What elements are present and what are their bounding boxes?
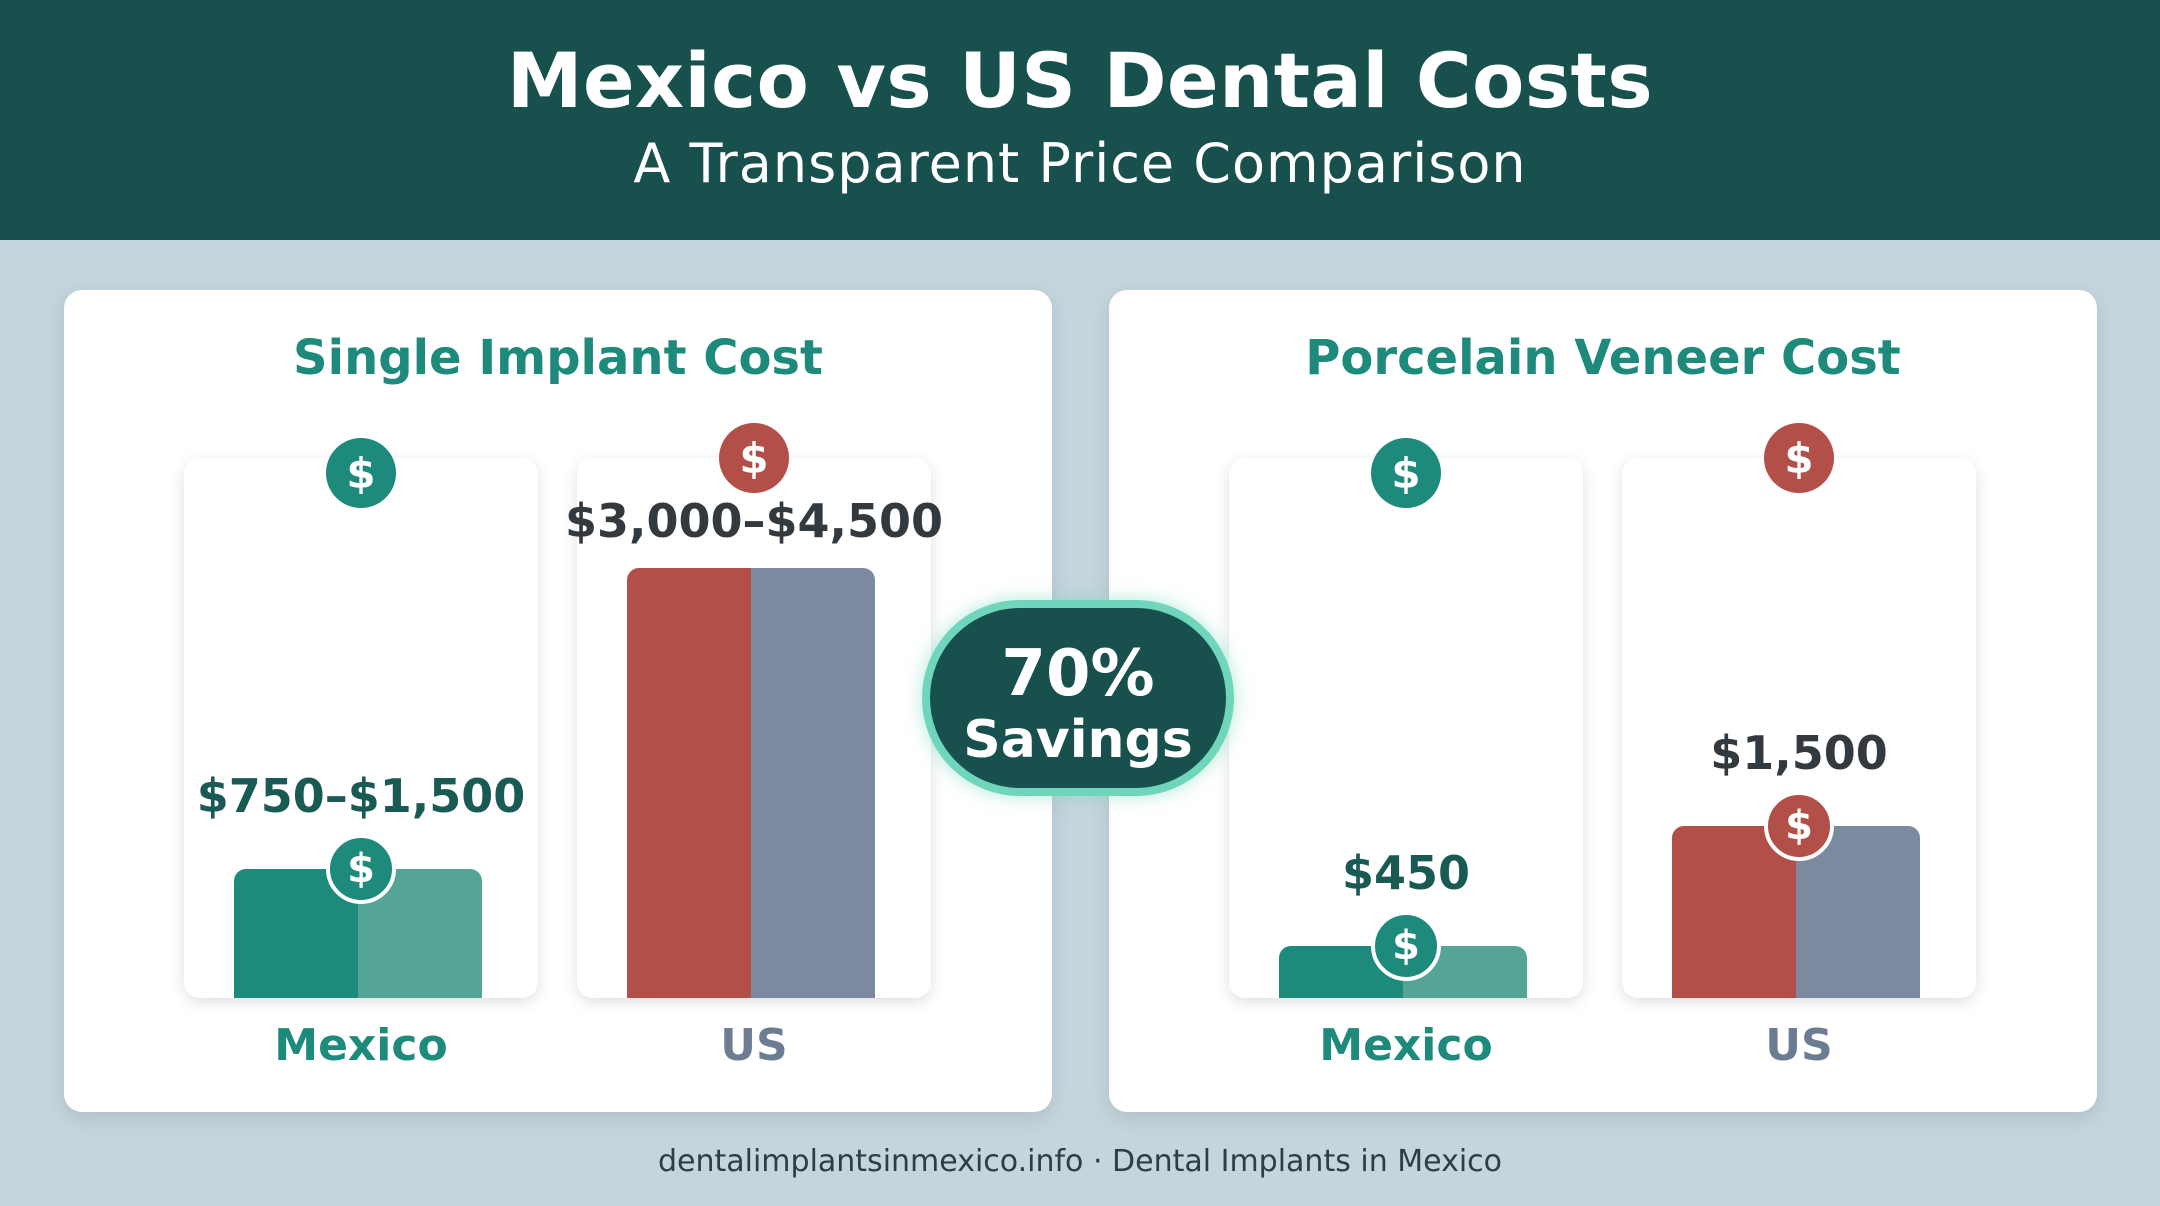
dollar-icon: $ bbox=[1371, 438, 1441, 508]
implant-cost-title: Single Implant Cost bbox=[293, 330, 823, 386]
us-column-0: $ $3,000–$4,500 bbox=[565, 423, 943, 998]
category-label-mexico: Mexico bbox=[274, 1020, 448, 1071]
dollar-icon: $ bbox=[1371, 911, 1441, 981]
category-label-us: US bbox=[720, 1020, 788, 1071]
dollar-icon: $ bbox=[1764, 791, 1834, 861]
us-column-1: $ $ $1,500 bbox=[1622, 423, 1976, 998]
mexico-column-1: $ $ $450 bbox=[1229, 438, 1583, 998]
page-subtitle: A Transparent Price Comparison bbox=[633, 132, 1527, 195]
dollar-icon: $ bbox=[1764, 423, 1834, 493]
dollar-icon: $ bbox=[326, 438, 396, 508]
value-label: $1,500 bbox=[1710, 726, 1888, 780]
mexico-column-0: $ $ $750–$1,500 bbox=[184, 438, 538, 998]
header-banner: Mexico vs US Dental Costs A Transparent … bbox=[0, 0, 2160, 240]
footer-source: dentalimplantsinmexico.info · Dental Imp… bbox=[657, 1144, 1503, 1179]
savings-percent: 70% bbox=[1001, 637, 1155, 711]
dollar-icon: $ bbox=[719, 423, 789, 493]
veneer-cost-title: Porcelain Veneer Cost bbox=[1305, 330, 1901, 386]
category-label-mexico: Mexico bbox=[1319, 1020, 1493, 1071]
implant-cost-card: Single Implant Cost $ $ $750–$1,500 Mexico $… bbox=[64, 290, 1052, 1112]
value-label: $450 bbox=[1341, 846, 1471, 900]
value-label: $750–$1,500 bbox=[196, 769, 526, 823]
us-bar bbox=[1672, 826, 1920, 998]
value-label: $3,000–$4,500 bbox=[564, 494, 944, 548]
us-bar bbox=[627, 568, 875, 998]
dollar-icon: $ bbox=[326, 834, 396, 904]
savings-label: Savings bbox=[963, 710, 1193, 770]
veneer-cost-card: Porcelain Veneer Cost $ $ $450 Mexico $ $ $1,5… bbox=[1109, 290, 2097, 1112]
savings-badge: 70% Savings bbox=[922, 600, 1234, 796]
category-label-us: US bbox=[1765, 1020, 1833, 1071]
page-title: Mexico vs US Dental Costs bbox=[506, 36, 1654, 125]
